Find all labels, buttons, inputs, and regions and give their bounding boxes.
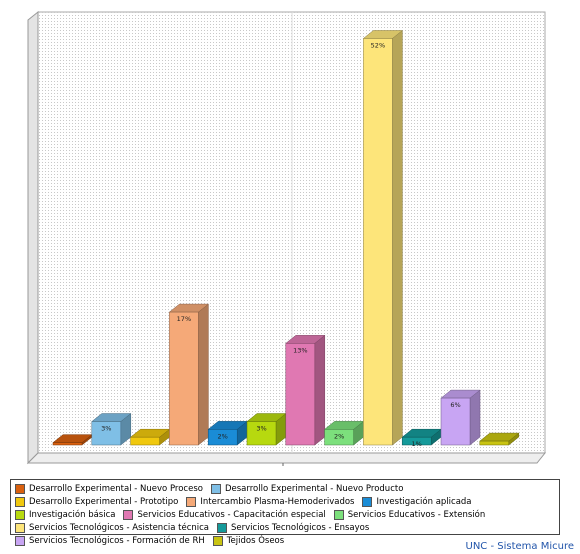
legend-item: Desarrollo Experimental - Prototipo [15, 496, 178, 508]
legend-item: Desarrollo Experimental - Nuevo Producto [210, 483, 404, 495]
legend-swatch [212, 536, 223, 546]
legend-swatch [15, 497, 25, 507]
bar [479, 440, 510, 446]
data-label: 1% [412, 440, 422, 448]
data-label: 2% [334, 432, 344, 440]
legend-item: Investigación aplicada [362, 496, 472, 508]
legend-swatch [362, 497, 373, 507]
legend-label: Servicios Tecnológicos - Formación de RH [29, 536, 205, 546]
bar [440, 397, 471, 446]
chart: 3% 17% 2% 3% 13% 2% 52% 1% 6% [26, 10, 547, 466]
data-label: 3% [101, 425, 111, 433]
bar [285, 343, 316, 446]
footer: UNC - Sistema Micure [465, 541, 575, 552]
bar [401, 436, 432, 446]
legend-label: Tejidos Óseos [226, 536, 285, 546]
legend-label: Servicios Educativos - Capacitación espe… [137, 510, 326, 520]
legend-label: Intercambio Plasma-Hemoderivados [200, 497, 355, 507]
bar [246, 421, 277, 446]
legend-label: Servicios Educativos - Extensión [347, 510, 486, 520]
legend-item: Servicios Tecnológicos - Asistencia técn… [15, 522, 209, 534]
data-label: 3% [256, 425, 266, 433]
data-label: 6% [450, 401, 460, 409]
legend-swatch [15, 484, 25, 494]
legend-label: Desarrollo Experimental - Prototipo [29, 497, 179, 507]
legend-swatch [15, 510, 25, 520]
data-label: 13% [293, 346, 307, 354]
bar-side [314, 334, 326, 446]
data-label: 17% [177, 315, 191, 323]
bar [363, 38, 393, 446]
side-wall [27, 10, 39, 465]
legend-item: Intercambio Plasma-Hemoderivados [186, 496, 354, 508]
legend-swatch [186, 497, 197, 507]
legend-swatch [217, 523, 228, 533]
legend-label: Desarrollo Experimental - Nuevo Producto [224, 484, 404, 494]
bar-side [198, 303, 209, 446]
bar [169, 311, 199, 446]
bar [130, 436, 160, 446]
bar-side [392, 29, 403, 446]
bar-side [469, 389, 481, 446]
data-label: 2% [218, 432, 228, 440]
bar [207, 429, 238, 446]
legend-label: Servicios Tecnológicos - Ensayos [231, 523, 370, 533]
legend-item: Servicios Tecnológicos - Formación de RH [15, 535, 205, 547]
legend-item: Desarrollo Experimental - Nuevo Proceso [15, 483, 203, 495]
legend-swatch [15, 523, 25, 533]
legend-swatch [15, 536, 25, 546]
bar [52, 442, 83, 446]
legend: Desarrollo Experimental - Nuevo Proceso D… [10, 479, 560, 546]
legend-swatch [210, 484, 221, 494]
legend-label: Desarrollo Experimental - Nuevo Proceso [29, 484, 203, 494]
floor [26, 452, 547, 464]
data-label: 52% [371, 41, 385, 49]
bar [91, 421, 122, 446]
legend-label: Servicios Tecnológicos - Asistencia técn… [29, 523, 210, 533]
legend-swatch [123, 510, 134, 520]
legend-item: Investigación básica [15, 509, 115, 521]
bar [324, 429, 354, 446]
legend-item: Tejidos Óseos [212, 535, 285, 547]
legend-label: Investigación básica [29, 510, 116, 520]
legend-item: Servicios Educativos - Capacitación espe… [123, 509, 326, 521]
legend-label: Investigación aplicada [376, 497, 472, 507]
legend-item: Servicios Tecnológicos - Ensayos [217, 522, 369, 534]
legend-swatch [333, 510, 344, 520]
legend-item: Servicios Educativos - Extensión [333, 509, 486, 521]
